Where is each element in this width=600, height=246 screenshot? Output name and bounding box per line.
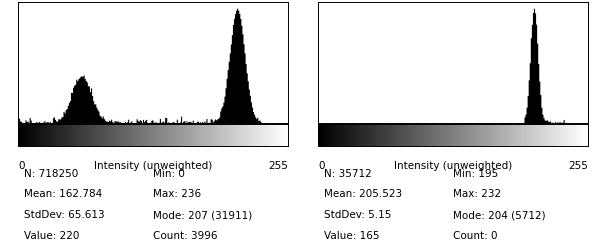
Text: 0: 0 xyxy=(18,161,25,171)
Text: StdDev: 65.613: StdDev: 65.613 xyxy=(24,210,104,220)
Text: StdDev: 5.15: StdDev: 5.15 xyxy=(324,210,391,220)
Text: N: 718250: N: 718250 xyxy=(24,169,78,179)
Text: Intensity (unweighted): Intensity (unweighted) xyxy=(394,161,512,171)
Text: 255: 255 xyxy=(568,161,588,171)
Text: Mean: 205.523: Mean: 205.523 xyxy=(324,189,402,200)
Text: Mode: 204 (5712): Mode: 204 (5712) xyxy=(453,210,545,220)
Text: Min: 195: Min: 195 xyxy=(453,169,498,179)
Text: Value: 220: Value: 220 xyxy=(24,231,79,241)
Text: N: 35712: N: 35712 xyxy=(324,169,372,179)
Text: Max: 232: Max: 232 xyxy=(453,189,501,200)
Text: Count: 0: Count: 0 xyxy=(453,231,497,241)
Text: 255: 255 xyxy=(268,161,288,171)
Text: Value: 165: Value: 165 xyxy=(324,231,380,241)
Text: 0: 0 xyxy=(318,161,325,171)
Text: Mean: 162.784: Mean: 162.784 xyxy=(24,189,102,200)
Text: Max: 236: Max: 236 xyxy=(153,189,201,200)
Text: Intensity (unweighted): Intensity (unweighted) xyxy=(94,161,212,171)
Text: Count: 3996: Count: 3996 xyxy=(153,231,218,241)
Text: Mode: 207 (31911): Mode: 207 (31911) xyxy=(153,210,252,220)
Text: Min: 0: Min: 0 xyxy=(153,169,185,179)
